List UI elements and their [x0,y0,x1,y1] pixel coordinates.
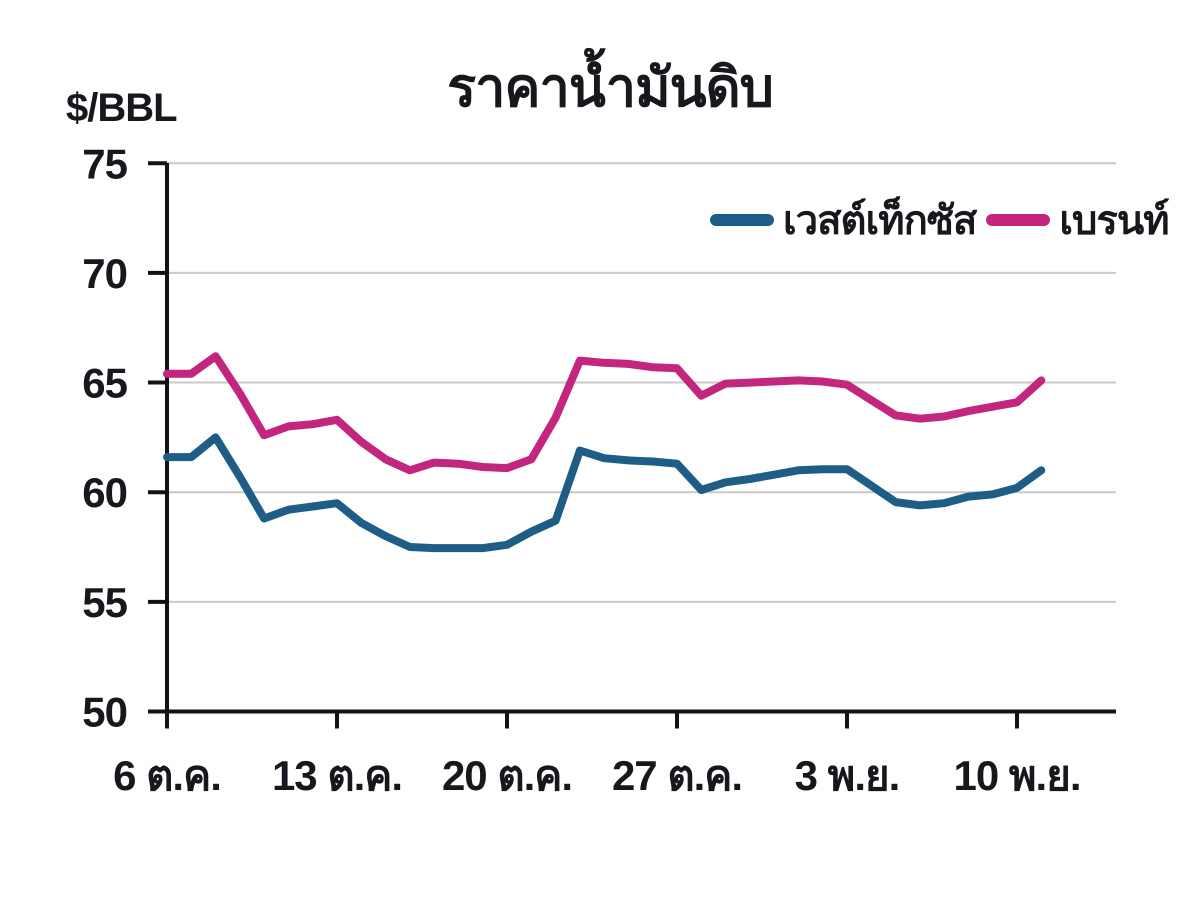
west-texas-line-swatch [710,214,774,226]
brent-legend-label: เบรนท์ [1059,199,1169,243]
x-tick-label-5: 10 พ.ย. [953,752,1080,799]
y-tick-label-60: 60 [82,469,127,516]
legend: เวสต์เท็กซัส เบรนท์ [710,194,1170,246]
wti-line [163,433,1046,553]
y-tick-label-65: 65 [82,360,127,407]
x-tick-label-1: 13 ต.ค. [272,752,402,799]
brent-line [163,352,1046,475]
legend-item-brent: เบรนท์ [986,188,1170,252]
y-tick-label-70: 70 [82,250,127,297]
x-tick-label-2: 20 ต.ค. [442,752,572,799]
x-tick-label-3: 27 ต.ค. [612,752,742,799]
brent-line-swatch [986,214,1051,226]
y-tick-label-55: 55 [82,579,127,626]
y-tick-label-75: 75 [82,140,127,187]
x-tick-label-0: 6 ต.ค. [113,752,221,799]
west-texas-legend-label: เวสต์เท็กซัส [783,199,977,243]
legend-item-west-texas: เวสต์เท็กซัส [710,188,977,252]
chart-title: ราคาน้ำมันดิบ [447,58,774,118]
x-tick-label-4: 3 พ.ย. [795,752,900,799]
y-axis-unit-label: $/BBL [66,86,178,130]
y-tick-label-50: 50 [82,689,127,736]
